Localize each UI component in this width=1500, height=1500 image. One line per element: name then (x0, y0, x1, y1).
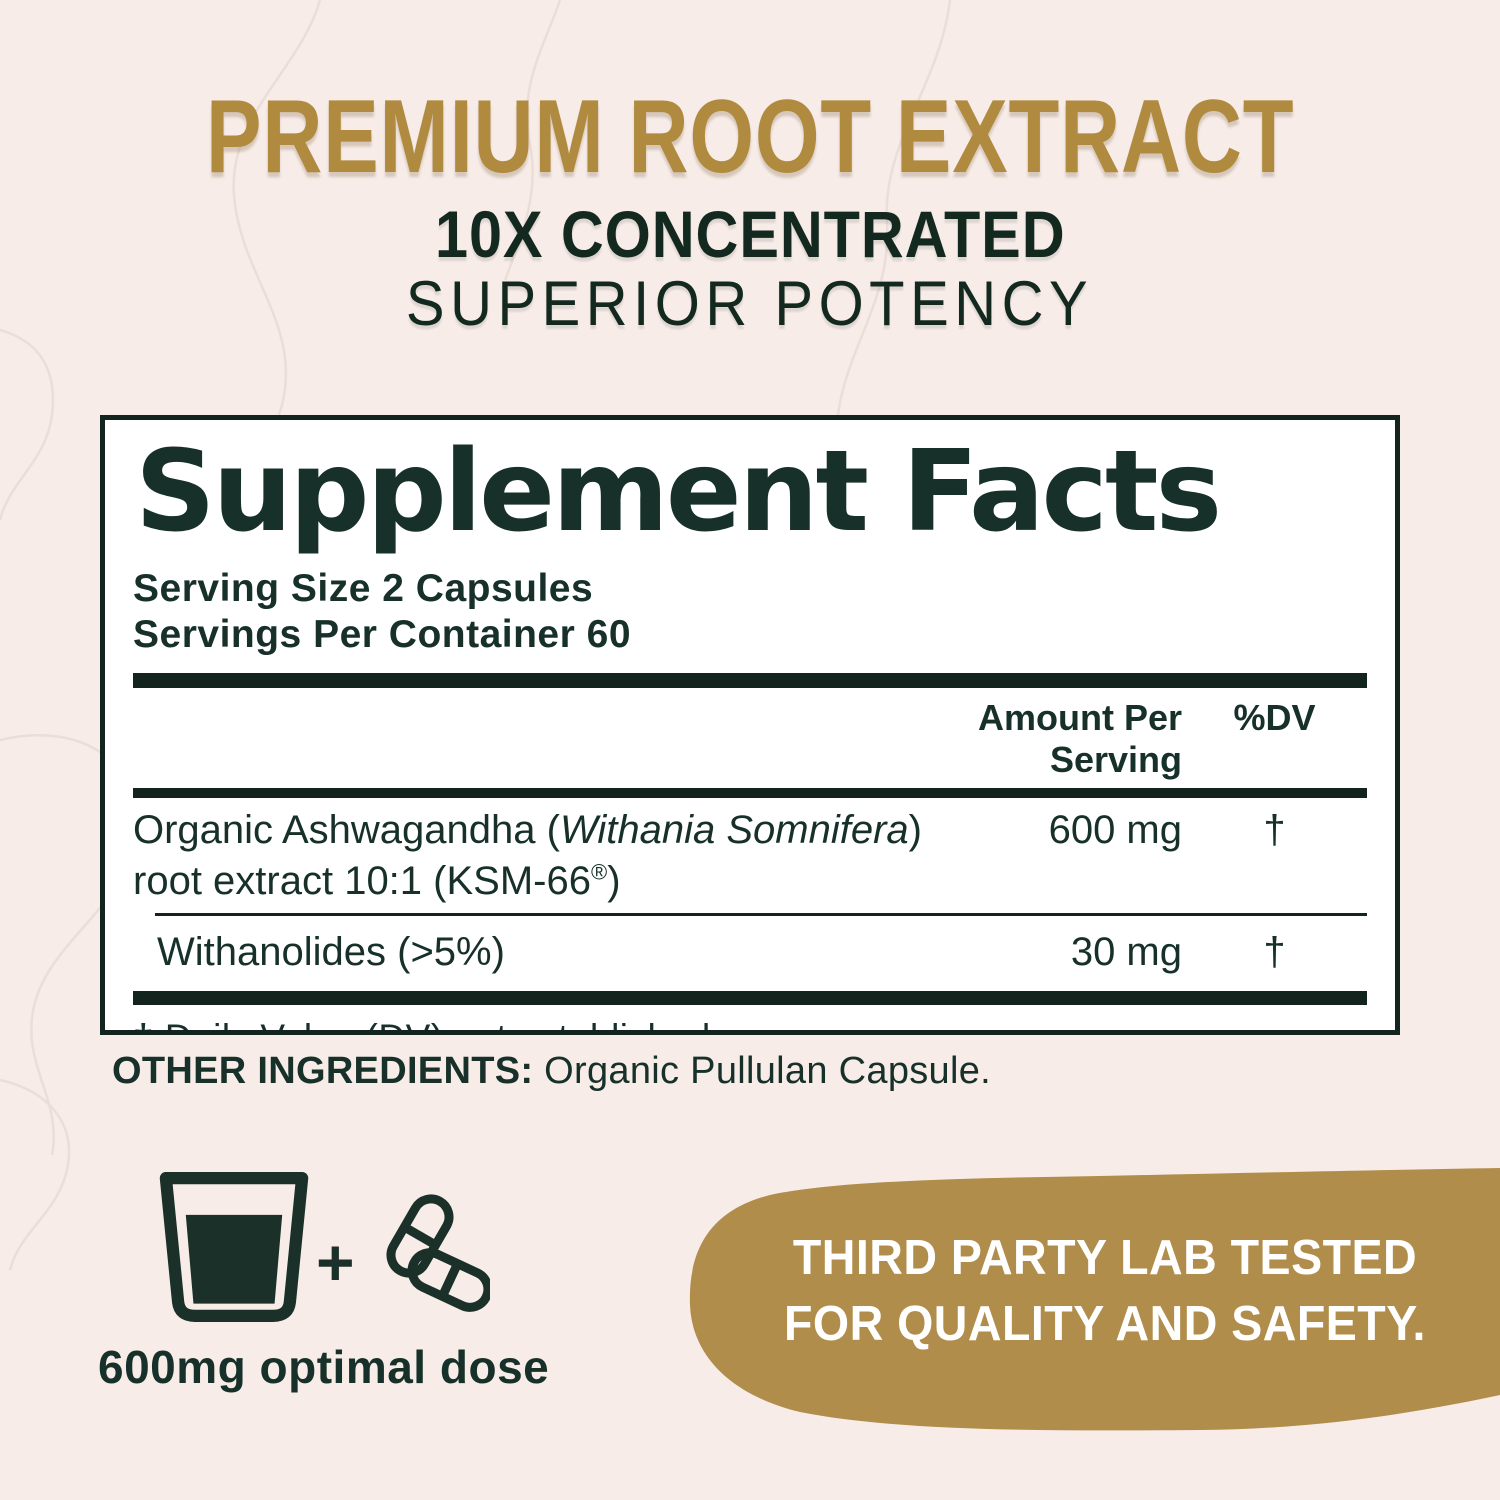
ingredient-row-withanolides: Withanolides (>5%) 30 mg † (133, 916, 1367, 991)
other-ingredients-label: OTHER INGREDIENTS: (112, 1050, 534, 1092)
facts-divider-thick-top (133, 673, 1367, 689)
third-party-badge-text: THIRD PARTY LAB TESTED FOR QUALITY AND S… (739, 1226, 1471, 1357)
page-title-text: PREMIUM ROOT EXTRACT (205, 79, 1295, 195)
amount-per-serving-header: Amount Per Serving (977, 697, 1182, 781)
dose-caption: 600mg optimal dose (98, 1341, 550, 1393)
badge-line-1: THIRD PARTY LAB TESTED (792, 1231, 1418, 1285)
ingredient-name: Withanolides (>5%) (157, 929, 505, 974)
badge-line-2: FOR QUALITY AND SAFETY. (784, 1296, 1426, 1351)
facts-divider-header (133, 788, 1367, 799)
servings-per-container-line: Servings Per Container 60 (133, 613, 632, 657)
supplement-facts-title: Supplement Facts (135, 427, 1222, 557)
facts-header-row: Amount Per Serving %DV (133, 688, 1367, 788)
third-party-badge-blob (689, 1168, 1500, 1431)
ingredient-amount: 30 mg (1070, 929, 1182, 974)
serving-size-line: Serving Size 2 Capsules (133, 566, 594, 610)
water-glass-icon (159, 1172, 309, 1322)
ingredient-name: Organic Ashwagandha (Withania Somnifera)… (133, 808, 922, 903)
facts-divider-thick-bottom (133, 990, 1367, 1005)
ingredient-amount: 600 mg (1048, 808, 1182, 853)
dv-header: %DV (1233, 697, 1316, 739)
other-ingredients-value: Organic Pullulan Capsule. (533, 1050, 992, 1092)
ingredient-dv: † (1263, 929, 1286, 974)
facts-footnote: † Daily Value (DV) not established. (133, 1005, 1367, 1030)
subtitle-potency: SUPERIOR POTENCY (406, 269, 1094, 339)
sub-ingredient-divider (155, 912, 1367, 916)
botanical-name: Withania Somnifera (559, 808, 909, 853)
ingredient-row-ashwagandha: Organic Ashwagandha (Withania Somnifera)… (133, 798, 1367, 913)
other-ingredients-line: OTHER INGREDIENTS: Organic Pullulan Caps… (112, 1050, 991, 1093)
supplement-facts-panel: Supplement Facts Serving Size 2 Capsules… (100, 415, 1400, 1035)
capsules-icon (386, 1194, 490, 1312)
plus-sign: + (316, 1225, 355, 1299)
subtitle-concentrated: 10X CONCENTRATED (434, 197, 1066, 271)
registered-mark: ® (590, 859, 608, 885)
page-title: PREMIUM ROOT EXTRACT (0, 78, 1500, 197)
ingredient-dv: † (1263, 808, 1286, 853)
